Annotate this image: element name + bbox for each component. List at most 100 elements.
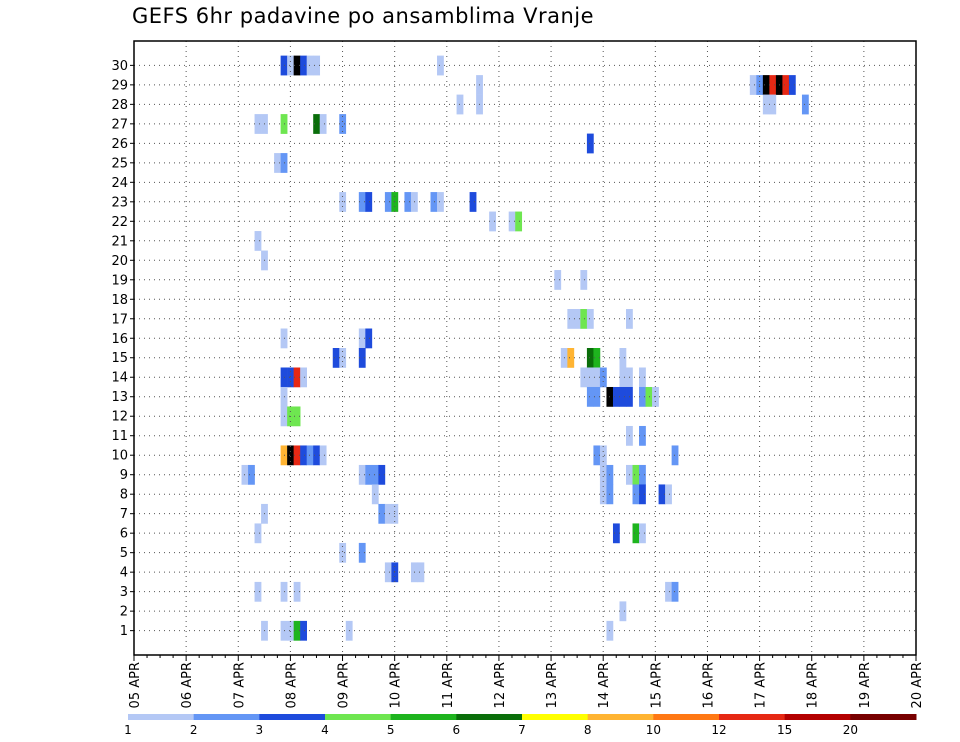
- x-tick-label: 18 APR: [806, 662, 821, 708]
- y-tick-label: 28: [111, 98, 128, 113]
- y-tick-label: 29: [111, 78, 128, 93]
- heatmap-cell: [365, 464, 373, 485]
- x-axis: 05 APR 06 APR 07 APR 08 APR 09 APR 10 APR 11 A…: [128, 655, 925, 708]
- heatmap-cell: [287, 367, 294, 388]
- colorbar-label: 5: [387, 723, 395, 737]
- heatmap-cell: [782, 75, 790, 95]
- x-tick-label: 07 APR: [232, 662, 247, 708]
- heatmap-cell: [384, 192, 392, 212]
- y-tick-label: 3: [120, 585, 128, 600]
- y-tick-label: 20: [111, 254, 128, 269]
- heatmap-cell: [599, 484, 607, 505]
- heatmap-cell: [612, 386, 620, 407]
- heatmap-cell: [313, 445, 321, 466]
- heatmap-cell: [300, 620, 307, 641]
- heatmap-cell: [554, 270, 562, 290]
- heatmap-cell: [619, 348, 627, 368]
- heatmap-cell: [300, 367, 307, 388]
- y-tick-label: 24: [111, 176, 128, 191]
- heatmap-cell: [749, 75, 757, 95]
- heatmap-cell: [632, 464, 640, 485]
- heatmap-cell: [788, 75, 796, 95]
- heatmap-cell: [586, 386, 594, 407]
- grid-layer: [133, 41, 917, 655]
- y-tick-label: 16: [111, 332, 128, 347]
- heatmap-cell: [254, 523, 262, 544]
- colorbar: 1 2 3 4 5 6 7 8 10 12 15 20: [124, 714, 917, 737]
- x-tick-label: 19 APR: [858, 662, 873, 708]
- heatmap-cell: [586, 367, 594, 388]
- x-tick-label: 08 APR: [284, 662, 299, 708]
- heatmap-cell: [248, 464, 255, 485]
- colorbar-label: 12: [711, 723, 726, 737]
- y-axis: 1234567891011121314151617181920212223242…: [111, 59, 134, 639]
- heatmap-cell: [293, 55, 301, 76]
- x-tick-label: 17 APR: [754, 662, 769, 708]
- heatmap-cell: [306, 55, 314, 76]
- heatmap-cell: [515, 211, 523, 232]
- heatmap-cell: [293, 367, 301, 388]
- colorbar-swatch: [325, 714, 392, 720]
- heatmap-cell: [358, 464, 366, 485]
- heatmap-cell: [573, 309, 581, 329]
- heatmap-cell: [384, 562, 392, 583]
- heatmap-cell: [332, 348, 340, 368]
- colorbar-swatch: [587, 714, 654, 720]
- heatmap-cell: [567, 309, 575, 329]
- colorbar-swatch: [128, 714, 195, 720]
- heatmap-cell: [358, 542, 366, 563]
- colorbar-label: 1: [124, 723, 132, 737]
- colorbar-swatch: [850, 714, 917, 720]
- heatmap-cell: [567, 348, 575, 368]
- y-tick-label: 19: [111, 273, 128, 288]
- heatmap-cell: [417, 562, 425, 583]
- y-tick-label: 10: [111, 449, 128, 464]
- heatmap-cell: [300, 55, 307, 76]
- heatmap-cell: [593, 348, 601, 368]
- x-tick-label: 20 APR: [910, 662, 925, 708]
- heatmap-cell: [287, 55, 294, 76]
- chart-title: GEFS 6hr padavine po ansamblima Vranje: [132, 4, 595, 28]
- colorbar-label: 6: [453, 723, 461, 737]
- y-tick-label: 14: [111, 371, 128, 386]
- y-tick-label: 25: [111, 156, 128, 171]
- heatmap-cell: [384, 503, 392, 524]
- heatmap-cell: [658, 484, 666, 505]
- heatmap-cell: [358, 348, 366, 368]
- heatmap-cell: [639, 367, 646, 388]
- heatmap-cell: [762, 75, 770, 95]
- heatmap-cell: [593, 386, 601, 407]
- heatmap-cell: [358, 192, 366, 212]
- heatmap-cell: [612, 523, 620, 544]
- heatmap-cell: [599, 367, 607, 388]
- x-tick-label: 13 APR: [545, 662, 560, 708]
- heatmap-cell: [437, 192, 444, 212]
- heatmap-cell: [430, 192, 438, 212]
- colorbar-label: 4: [321, 723, 329, 737]
- heatmap-cell: [319, 114, 327, 134]
- heatmap-cell: [437, 55, 444, 76]
- y-tick-label: 23: [111, 195, 128, 210]
- heatmap-cell: [762, 94, 770, 115]
- heatmap-cell: [339, 114, 347, 134]
- heatmap-cell: [378, 464, 386, 485]
- heatmap-cell: [300, 445, 307, 466]
- heatmap-cell: [293, 620, 301, 641]
- heatmap-cell: [599, 464, 607, 485]
- x-tick-label: 12 APR: [493, 662, 508, 708]
- y-tick-label: 22: [111, 215, 128, 230]
- heatmap-cell: [580, 270, 588, 290]
- colorbar-swatch: [390, 714, 457, 720]
- heatmap-cell: [586, 348, 594, 368]
- y-tick-label: 12: [111, 410, 128, 425]
- heatmap-cell: [639, 523, 646, 544]
- heatmap-cell: [599, 445, 607, 466]
- y-tick-label: 17: [111, 312, 128, 327]
- heatmap-cell: [254, 231, 262, 251]
- colorbar-label: 2: [190, 723, 198, 737]
- heatmap-cell: [469, 192, 477, 212]
- x-tick-label: 15 APR: [649, 662, 664, 708]
- heatmap-cell: [665, 484, 672, 505]
- colorbar-label: 15: [777, 723, 792, 737]
